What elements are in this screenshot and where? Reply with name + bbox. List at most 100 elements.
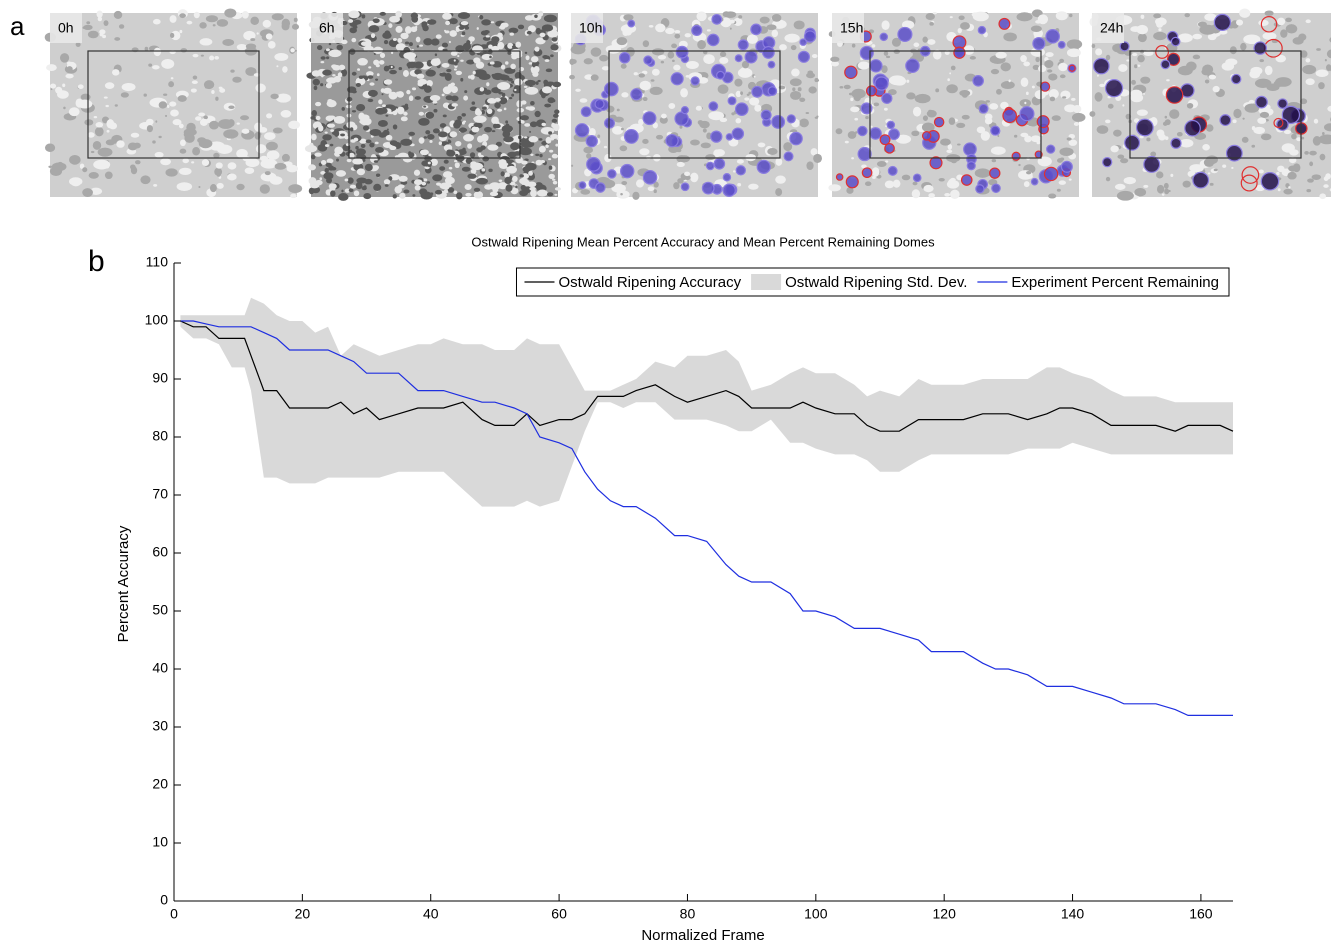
texture bbox=[311, 110, 318, 117]
texture bbox=[106, 129, 110, 133]
texture bbox=[1276, 171, 1280, 176]
texture bbox=[375, 78, 379, 81]
texture bbox=[737, 67, 753, 78]
dome bbox=[680, 182, 690, 192]
texture bbox=[380, 88, 385, 93]
texture bbox=[182, 158, 189, 164]
texture bbox=[459, 127, 466, 133]
texture bbox=[191, 161, 195, 164]
texture bbox=[1158, 28, 1162, 32]
texture bbox=[449, 30, 457, 37]
texture bbox=[450, 82, 455, 87]
texture bbox=[192, 75, 198, 80]
texture bbox=[1231, 166, 1234, 170]
texture bbox=[514, 78, 523, 86]
dome bbox=[1046, 144, 1056, 154]
texture bbox=[956, 122, 966, 128]
dome bbox=[1213, 13, 1232, 32]
texture bbox=[1136, 109, 1148, 116]
texture bbox=[449, 131, 458, 138]
texture bbox=[313, 85, 318, 91]
texture bbox=[530, 25, 535, 29]
label-bg bbox=[311, 13, 343, 43]
texture bbox=[901, 174, 911, 181]
texture bbox=[1323, 176, 1329, 182]
texture bbox=[990, 68, 1000, 75]
texture bbox=[519, 189, 529, 197]
texture bbox=[374, 141, 379, 145]
texture bbox=[413, 179, 423, 186]
texture bbox=[264, 132, 276, 141]
texture bbox=[844, 140, 849, 144]
texture bbox=[501, 125, 513, 133]
dome bbox=[1160, 59, 1171, 70]
texture bbox=[680, 88, 688, 98]
texture bbox=[195, 116, 202, 121]
texture bbox=[461, 113, 466, 117]
texture bbox=[922, 115, 929, 121]
texture bbox=[1236, 19, 1244, 26]
texture bbox=[935, 88, 940, 93]
dome bbox=[897, 26, 913, 42]
texture bbox=[690, 172, 699, 183]
texture bbox=[418, 118, 430, 126]
texture bbox=[984, 113, 993, 121]
texture bbox=[319, 177, 323, 181]
texture bbox=[545, 136, 552, 144]
texture bbox=[881, 20, 890, 31]
texture bbox=[325, 82, 332, 89]
texture bbox=[482, 36, 491, 41]
texture bbox=[1036, 140, 1041, 145]
texture bbox=[155, 120, 158, 123]
texture bbox=[580, 189, 591, 195]
texture bbox=[170, 30, 181, 41]
texture bbox=[368, 66, 372, 69]
texture bbox=[469, 152, 476, 158]
dome bbox=[1184, 119, 1201, 137]
texture bbox=[543, 79, 549, 85]
texture bbox=[527, 181, 537, 188]
texture bbox=[1327, 105, 1331, 112]
texture bbox=[98, 127, 104, 133]
texture bbox=[551, 122, 556, 128]
texture bbox=[949, 16, 953, 19]
texture bbox=[854, 117, 859, 121]
dome bbox=[1260, 15, 1278, 33]
texture bbox=[66, 66, 73, 72]
texture bbox=[1008, 79, 1011, 83]
texture bbox=[399, 192, 406, 199]
texture bbox=[1207, 172, 1211, 175]
texture bbox=[729, 19, 735, 24]
texture bbox=[450, 51, 458, 56]
texture bbox=[389, 69, 397, 75]
texture bbox=[500, 171, 505, 177]
dome bbox=[905, 58, 920, 74]
texture bbox=[653, 181, 659, 188]
texture bbox=[1319, 153, 1326, 161]
texture bbox=[429, 139, 433, 143]
texture bbox=[363, 193, 372, 200]
dome bbox=[888, 128, 900, 141]
y-tick-label: 50 bbox=[152, 602, 168, 618]
texture bbox=[1020, 77, 1029, 87]
texture bbox=[414, 69, 422, 75]
texture bbox=[922, 36, 928, 43]
texture bbox=[797, 87, 802, 92]
texture bbox=[168, 81, 175, 88]
texture bbox=[418, 137, 425, 144]
texture bbox=[77, 99, 93, 109]
texture bbox=[1068, 139, 1078, 146]
texture bbox=[264, 171, 271, 176]
texture bbox=[524, 51, 528, 55]
texture bbox=[481, 19, 492, 26]
texture bbox=[530, 153, 534, 156]
texture bbox=[430, 192, 434, 196]
texture bbox=[281, 153, 290, 162]
dome bbox=[708, 101, 719, 112]
texture bbox=[806, 161, 814, 170]
texture bbox=[1251, 126, 1256, 131]
texture bbox=[665, 27, 675, 35]
x-tick-label: 140 bbox=[1061, 906, 1085, 922]
texture bbox=[754, 104, 762, 112]
legend-label: Experiment Percent Remaining bbox=[1011, 274, 1219, 291]
